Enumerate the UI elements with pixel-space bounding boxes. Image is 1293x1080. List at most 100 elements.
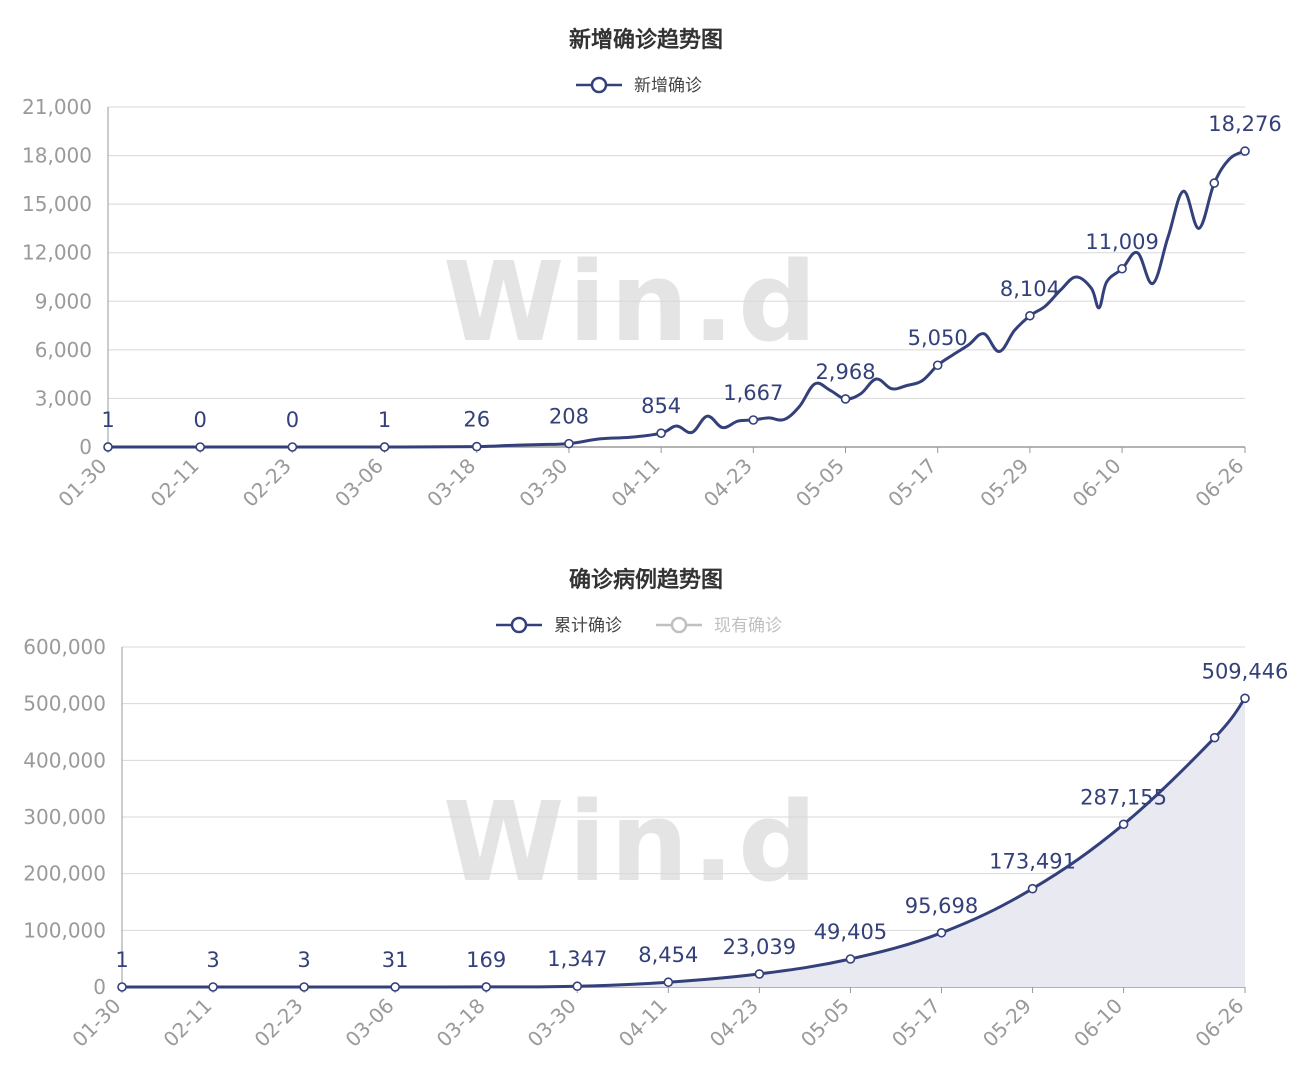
data-point (748, 415, 759, 425)
data-point (117, 982, 127, 992)
data-point (1240, 693, 1250, 704)
x-tick-label: 03-30 (523, 994, 581, 1052)
data-point (1209, 732, 1220, 743)
x-tick-label: 01-30 (53, 454, 111, 512)
y-tick-label: 15,000 (22, 192, 92, 216)
x-tick-label: 04-23 (705, 994, 763, 1052)
data-label: 854 (641, 394, 681, 418)
data-point (840, 394, 851, 404)
x-tick-label: 01-30 (67, 994, 125, 1052)
y-tick-label: 6,000 (35, 338, 92, 362)
y-tick-label: 200,000 (23, 862, 106, 886)
x-tick-label: 05-05 (796, 994, 854, 1052)
x-tick-label: 05-05 (791, 454, 849, 512)
data-label: 18,276 (1208, 112, 1281, 136)
x-tick-label: 03-18 (432, 994, 490, 1052)
legend-marker-icon (670, 616, 688, 634)
legend-label: 累计确诊 (554, 616, 622, 636)
y-tick-label: 0 (93, 975, 106, 999)
data-label: 3 (297, 948, 310, 972)
data-label: 3 (206, 948, 219, 972)
data-label: 0 (194, 408, 207, 432)
legend-label: 新增确诊 (634, 76, 702, 96)
data-label: 173,491 (989, 850, 1076, 874)
y-tick-label: 100,000 (23, 918, 106, 942)
x-tick-label: 02-11 (146, 454, 204, 512)
data-label: 23,039 (723, 935, 796, 959)
data-label: 1,667 (723, 381, 783, 405)
data-point (754, 969, 765, 979)
data-point (208, 982, 218, 992)
data-label: 8,104 (1000, 277, 1060, 301)
data-point (936, 927, 947, 938)
new-cases-chart: Win.d新增确诊趋势图新增确诊03,0006,0009,00012,00015… (22, 27, 1282, 512)
data-label: 169 (466, 948, 506, 972)
data-point (471, 441, 482, 452)
data-point (572, 981, 583, 992)
x-tick-label: 03-18 (422, 454, 480, 512)
data-label: 5,050 (908, 326, 968, 350)
data-label: 95,698 (905, 894, 978, 918)
x-tick-label: 02-11 (159, 994, 217, 1052)
legend-item-1[interactable]: 新增确诊 (576, 76, 702, 96)
legend-item-2[interactable]: 现有确诊 (656, 616, 782, 636)
data-label: 1 (378, 408, 391, 432)
y-tick-label: 3,000 (35, 386, 92, 410)
y-tick-label: 500,000 (23, 692, 106, 716)
x-tick-label: 03-06 (341, 994, 399, 1052)
data-point (287, 442, 298, 452)
x-tick-label: 05-17 (883, 454, 941, 512)
data-point (390, 982, 400, 992)
data-label: 1,347 (547, 947, 607, 971)
x-tick-label: 03-30 (514, 454, 572, 512)
x-tick-label: 03-06 (330, 454, 388, 512)
y-tick-label: 300,000 (23, 805, 106, 829)
watermark: Win.d (443, 238, 821, 366)
data-label: 31 (382, 948, 409, 972)
y-tick-label: 600,000 (23, 635, 106, 659)
x-tick-label: 06-10 (1069, 994, 1127, 1052)
legend-marker-icon (590, 76, 608, 94)
data-point (1027, 883, 1038, 894)
chart-title: 新增确诊趋势图 (569, 27, 723, 53)
data-point (932, 360, 943, 371)
data-point (299, 982, 309, 992)
y-tick-label: 18,000 (22, 144, 92, 168)
x-tick-label: 04-11 (614, 994, 672, 1052)
data-label: 11,009 (1085, 230, 1158, 254)
x-tick-label: 02-23 (250, 994, 308, 1052)
legend-item-1[interactable]: 累计确诊 (496, 616, 622, 636)
data-point (1118, 819, 1129, 830)
y-tick-label: 0 (79, 435, 92, 459)
x-tick-label: 05-17 (887, 994, 945, 1052)
data-point (195, 442, 205, 452)
data-point (1240, 146, 1250, 156)
data-point (564, 438, 574, 449)
data-label: 2,968 (815, 360, 875, 384)
data-label: 8,454 (638, 943, 698, 967)
data-point (379, 442, 390, 452)
data-point (845, 954, 856, 964)
data-label: 208 (549, 405, 589, 429)
x-tick-label: 05-29 (978, 994, 1036, 1052)
data-label: 1 (115, 948, 128, 972)
x-tick-label: 04-11 (607, 454, 665, 512)
y-tick-label: 400,000 (23, 748, 106, 772)
watermark: Win.d (443, 778, 821, 906)
legend-label: 现有确诊 (714, 616, 782, 636)
x-tick-label: 06-26 (1190, 994, 1248, 1052)
data-point (1209, 178, 1220, 188)
y-tick-label: 21,000 (22, 95, 92, 119)
data-point (103, 442, 113, 452)
data-label: 49,405 (814, 920, 887, 944)
data-point (656, 428, 666, 438)
data-label: 26 (463, 408, 490, 432)
data-label: 1 (101, 408, 114, 432)
x-tick-label: 04-23 (699, 454, 757, 512)
x-tick-label: 06-26 (1190, 454, 1248, 512)
series-line (108, 149, 1246, 449)
data-point (663, 977, 674, 988)
y-tick-label: 12,000 (22, 241, 92, 265)
